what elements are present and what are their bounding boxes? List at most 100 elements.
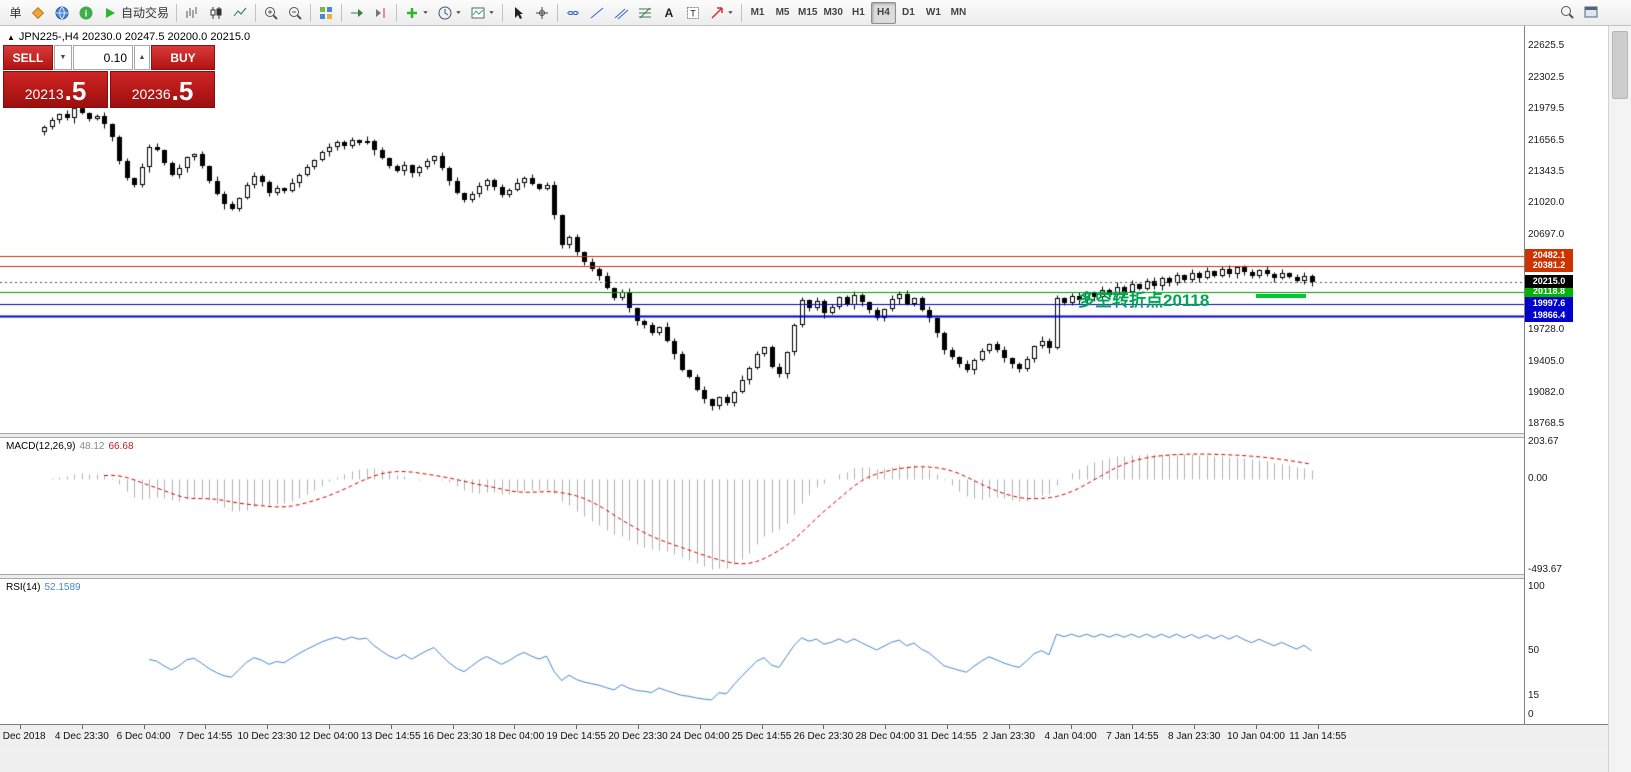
indicators-combo[interactable] [400, 2, 433, 24]
templates-combo[interactable] [466, 2, 499, 24]
order-menu-button[interactable]: 单 [2, 2, 26, 24]
price-chart-panel[interactable] [0, 26, 1524, 433]
time-axis-tick [143, 725, 145, 729]
macd-panel[interactable] [0, 438, 1524, 574]
price-axis-label: 19082.0 [1528, 387, 1565, 399]
channel-icon[interactable] [609, 2, 633, 24]
arrow-tools-combo[interactable] [705, 2, 738, 24]
svg-text:i: i [85, 8, 88, 18]
text-icon[interactable]: A [657, 2, 681, 24]
timeframe-d1-button[interactable]: D1 [902, 7, 915, 18]
buy-button[interactable]: BUY [151, 45, 215, 70]
timeframe-m1-button[interactable]: M1 [750, 7, 765, 18]
price-axis-label: 21979.5 [1528, 103, 1565, 115]
timeframe-mn-button[interactable]: MN [950, 7, 967, 18]
bar-chart-icon[interactable] [180, 2, 204, 24]
trendline-icon[interactable] [585, 2, 609, 24]
lot-dropdown-button[interactable]: ▼ [54, 45, 72, 70]
rsi-panel[interactable] [0, 579, 1524, 724]
horizontal-line-icon[interactable] [561, 2, 585, 24]
ask-price-box[interactable]: 20236 .5 [110, 71, 215, 108]
candlestick-chart-icon[interactable] [204, 2, 228, 24]
panel-separator[interactable] [0, 574, 1608, 579]
lot-increase-button[interactable]: ▲ [134, 45, 150, 70]
chart-shift-icon[interactable] [369, 2, 393, 24]
time-axis-tick [267, 725, 269, 729]
level-price-label: 20482.1 [1525, 249, 1573, 263]
vertical-scrollbar[interactable] [1608, 26, 1631, 772]
panel-separator[interactable] [0, 433, 1608, 438]
crosshair-icon-glyph [534, 5, 550, 21]
level-price-label: 19997.6 [1525, 296, 1573, 310]
channel-icon-glyph [613, 5, 629, 21]
time-axis-tick [638, 725, 639, 729]
pivot-annotation-text[interactable]: 多空转折点20118 [1078, 291, 1210, 310]
auto-scroll-icon[interactable] [345, 2, 369, 24]
time-axis-label: 12 Dec 04:00 [299, 731, 359, 742]
fibonacci-icon[interactable] [633, 2, 657, 24]
price-axis-label: 18768.5 [1528, 418, 1565, 430]
line-chart-icon[interactable] [228, 2, 252, 24]
time-axis-tick [947, 725, 948, 729]
toolbar-separator [341, 3, 343, 22]
time-axis-tick [20, 725, 21, 729]
level-price-label: 19866.4 [1525, 309, 1573, 323]
workspace-icon[interactable] [1579, 1, 1603, 23]
profile-icon-glyph [54, 5, 70, 21]
timeframe-w1-button[interactable]: W1 [925, 7, 941, 18]
search-icon[interactable] [1555, 1, 1579, 23]
symbol-info: ▲ JPN225-,H4 20230.0 20247.5 20200.0 202… [7, 31, 250, 43]
timeframe-m5-button[interactable]: M5 [775, 7, 790, 18]
toolbar-separator [557, 3, 559, 22]
macd-value: 48.12 [79, 441, 105, 452]
caret-down-icon [422, 9, 429, 16]
main-toolbar: 单 i 自动交易 A T M1 M5 M15 M30 H1 H4 D1 W1 MN [0, 0, 1631, 26]
community-icon[interactable]: i [74, 2, 98, 24]
ask-price-big: .5 [171, 76, 194, 106]
time-axis-label: 28 Dec 04:00 [855, 731, 915, 742]
cursor-icon[interactable] [506, 2, 530, 24]
timeframe-h4-button[interactable]: H4 [870, 1, 896, 24]
chart-shift-icon-glyph [373, 5, 389, 21]
rsi-canvas[interactable] [0, 579, 1524, 724]
caret-down-icon [727, 9, 734, 16]
level-price-label: 20381.2 [1525, 258, 1573, 272]
price-axis[interactable]: 22625.5 22302.5 21979.5 21656.5 21343.5 21020… [1524, 26, 1608, 746]
time-axis-tick [514, 725, 516, 729]
timeframe-m30-button[interactable]: M30 [823, 7, 843, 18]
time-axis-label: 19 Dec 14:55 [546, 731, 606, 742]
macd-name: MACD(12,26,9) [6, 441, 76, 452]
crosshair-icon[interactable] [530, 2, 554, 24]
bid-price-box[interactable]: 20213 .5 [3, 71, 108, 108]
new-order-icon[interactable] [26, 2, 50, 24]
price-chart-canvas[interactable] [0, 26, 1524, 433]
toolbar-separator [502, 3, 504, 22]
macd-canvas[interactable] [0, 438, 1524, 574]
time-axis-tick [576, 725, 578, 729]
autotrading-button[interactable]: 自动交易 [98, 2, 173, 24]
profile-icon[interactable] [50, 2, 74, 24]
sell-button[interactable]: SELL [3, 45, 53, 70]
line-chart-icon-glyph [232, 5, 248, 21]
timeframe-m15-button[interactable]: M15 [798, 7, 818, 18]
zoom-out-icon[interactable] [283, 2, 307, 24]
zoom-in-icon[interactable] [259, 2, 283, 24]
time-axis-label: 10 Dec 23:30 [237, 731, 297, 742]
time-axis-tick [823, 725, 825, 729]
scrollbar-thumb[interactable] [1612, 31, 1628, 99]
community-icon-glyph: i [78, 5, 94, 21]
caret-down-icon [488, 9, 495, 16]
lot-size-input[interactable] [73, 45, 133, 70]
time-axis[interactable]: 3 Dec 2018 4 Dec 23:30 6 Dec 04:00 7 Dec 14… [0, 724, 1608, 746]
timeframe-h1-button[interactable]: H1 [852, 7, 865, 18]
time-axis-label: 31 Dec 14:55 [917, 731, 977, 742]
time-axis-tick [1256, 725, 1257, 729]
pivot-highlight-line[interactable] [1256, 294, 1306, 298]
price-axis-label: 22625.5 [1528, 40, 1565, 52]
periods-combo[interactable] [433, 2, 466, 24]
time-axis-label: 18 Dec 04:00 [484, 731, 545, 742]
time-axis-label: 8 Jan 23:30 [1168, 731, 1221, 742]
trendline-icon-glyph [589, 5, 605, 21]
tile-windows-icon[interactable] [314, 2, 338, 24]
text-label-icon[interactable]: T [681, 2, 705, 24]
